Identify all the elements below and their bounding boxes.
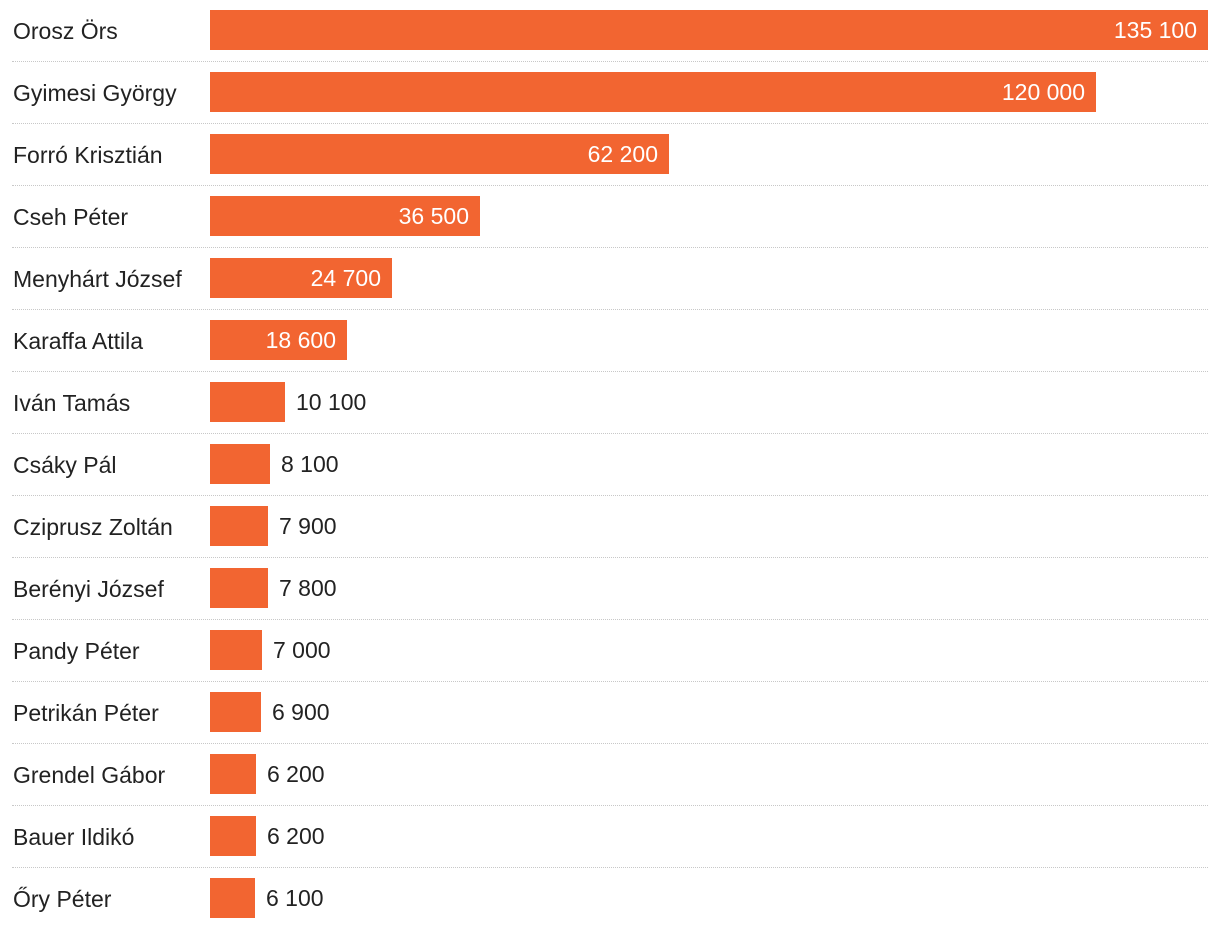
row-divider bbox=[12, 867, 1208, 868]
bar-row: Bauer Ildikó 6 200 bbox=[0, 806, 1220, 868]
value-label: 7 900 bbox=[279, 513, 337, 539]
bar-row: Gyimesi György 120 000 bbox=[0, 62, 1220, 124]
category-label: Iván Tamás bbox=[13, 390, 131, 416]
bar bbox=[210, 196, 480, 236]
value-label: 10 100 bbox=[296, 389, 367, 415]
row-divider bbox=[12, 433, 1208, 434]
bar bbox=[210, 568, 268, 608]
bar-row: Orosz Örs 135 100 bbox=[0, 0, 1220, 62]
category-label: Forró Krisztián bbox=[13, 142, 163, 168]
bar bbox=[210, 692, 261, 732]
row-divider bbox=[12, 619, 1208, 620]
bar-row: Cseh Péter 36 500 bbox=[0, 186, 1220, 248]
category-label: Berényi József bbox=[13, 576, 164, 602]
category-label: Menyhárt József bbox=[13, 266, 182, 292]
bar bbox=[210, 816, 256, 856]
row-divider bbox=[12, 557, 1208, 558]
row-divider bbox=[12, 309, 1208, 310]
row-divider bbox=[12, 371, 1208, 372]
bar-row: Cziprusz Zoltán 7 900 bbox=[0, 496, 1220, 558]
category-label: Karaffa Attila bbox=[13, 328, 143, 354]
bar bbox=[210, 630, 262, 670]
value-label: 6 100 bbox=[266, 885, 324, 911]
row-divider bbox=[12, 185, 1208, 186]
value-label: 8 100 bbox=[281, 451, 339, 477]
value-label: 36 500 bbox=[398, 203, 469, 229]
value-label: 7 800 bbox=[279, 575, 337, 601]
row-divider bbox=[12, 247, 1208, 248]
category-label: Cziprusz Zoltán bbox=[13, 514, 173, 540]
category-label: Bauer Ildikó bbox=[13, 824, 135, 850]
bar-row: Grendel Gábor 6 200 bbox=[0, 744, 1220, 806]
bar bbox=[210, 878, 255, 918]
category-label: Orosz Örs bbox=[13, 18, 118, 44]
value-label: 7 000 bbox=[273, 637, 331, 663]
row-divider bbox=[12, 681, 1208, 682]
bar bbox=[210, 320, 347, 360]
value-label: 24 700 bbox=[310, 265, 381, 291]
bar bbox=[210, 10, 1208, 50]
category-label: Cseh Péter bbox=[13, 204, 129, 230]
bar-row: Iván Tamás 10 100 bbox=[0, 372, 1220, 434]
value-label: 6 900 bbox=[272, 699, 330, 725]
bar bbox=[210, 506, 268, 546]
bar-row: Forró Krisztián 62 200 bbox=[0, 124, 1220, 186]
category-label: Csáky Pál bbox=[13, 452, 117, 478]
row-divider bbox=[12, 495, 1208, 496]
category-label: Őry Péter bbox=[13, 886, 112, 912]
category-label: Grendel Gábor bbox=[13, 762, 166, 788]
bar-row: Pandy Péter 7 000 bbox=[0, 620, 1220, 682]
bar-row: Karaffa Attila 18 600 bbox=[0, 310, 1220, 372]
bar bbox=[210, 134, 669, 174]
bar-row: Berényi József 7 800 bbox=[0, 558, 1220, 620]
category-label: Gyimesi György bbox=[13, 80, 177, 106]
bar-row: Csáky Pál 8 100 bbox=[0, 434, 1220, 496]
value-label: 6 200 bbox=[267, 761, 325, 787]
bar bbox=[210, 382, 285, 422]
category-label: Pandy Péter bbox=[13, 638, 140, 664]
row-divider bbox=[12, 123, 1208, 124]
bar-row: Petrikán Péter 6 900 bbox=[0, 682, 1220, 744]
category-label: Petrikán Péter bbox=[13, 700, 159, 726]
bar bbox=[210, 444, 270, 484]
value-label: 6 200 bbox=[267, 823, 325, 849]
row-divider bbox=[12, 805, 1208, 806]
bar bbox=[210, 754, 256, 794]
value-label: 62 200 bbox=[587, 141, 658, 167]
bar bbox=[210, 258, 392, 298]
bar bbox=[210, 72, 1096, 112]
value-label: 120 000 bbox=[1001, 79, 1085, 105]
bar-row: Őry Péter 6 100 bbox=[0, 868, 1220, 930]
row-divider bbox=[12, 61, 1208, 62]
value-label: 18 600 bbox=[265, 327, 336, 353]
row-divider bbox=[12, 743, 1208, 744]
bar-row: Menyhárt József 24 700 bbox=[0, 248, 1220, 310]
value-label: 135 100 bbox=[1113, 17, 1197, 43]
